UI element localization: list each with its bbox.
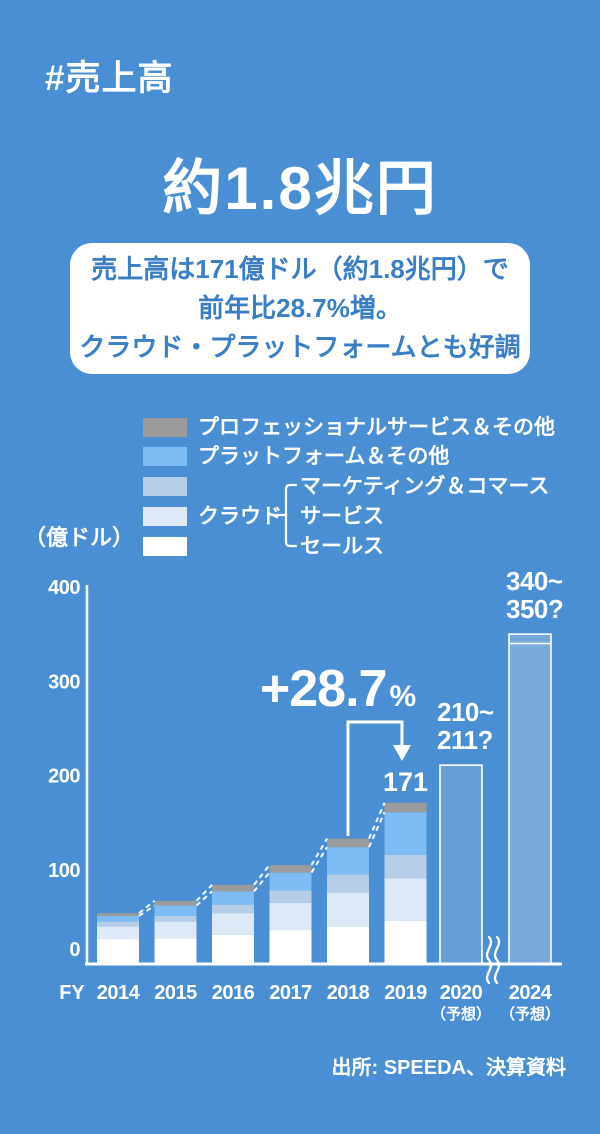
bar-segment-2017	[269, 890, 312, 903]
legend-label-service: サービス	[300, 505, 384, 528]
y-axis-unit-label: （億ドル）	[24, 525, 135, 550]
bar-segment-2014	[97, 915, 139, 922]
bar-segment-2018	[327, 847, 369, 875]
connector-gray-bottom	[368, 811, 386, 848]
forecast-label: 210~	[437, 697, 494, 727]
bar-segment-2014	[97, 913, 139, 916]
growth-arrow-line	[346, 720, 404, 836]
x-tick-label: 2017	[269, 982, 312, 1004]
summary-line-1: 売上高は171億ドル（約1.8兆円）で	[91, 254, 509, 284]
bar-segment-2015	[154, 900, 197, 906]
x-tick-note: （予想）	[500, 1005, 560, 1023]
x-tick-label: 2015	[154, 982, 197, 1004]
bar-segment-2017	[269, 865, 312, 873]
growth-arrow-head	[393, 745, 411, 761]
bar-value-label: 171	[383, 767, 428, 797]
headline-amount: 約1.8兆円	[162, 155, 438, 222]
y-tick-label: 100	[48, 860, 80, 882]
x-tick-note: （予想）	[431, 1005, 491, 1023]
bar-segment-2015	[154, 921, 197, 939]
y-tick-label: 200	[48, 766, 80, 788]
bar-segment-2016	[212, 884, 254, 892]
bar-segment-2018	[327, 838, 369, 848]
legend-swatch-professional	[143, 418, 187, 437]
revenue-chart: 171 210~211? 340~350? 400 300 200 100 0 FY 2014 20…	[48, 566, 564, 1023]
connector-gray-bottom	[253, 871, 271, 893]
bar-segment-2019	[384, 802, 427, 813]
legend-cloud-bracket	[269, 483, 298, 548]
summary-line-2: 前年比28.7%増。	[198, 293, 402, 323]
bar-segment-2018	[327, 874, 369, 893]
bar-segment-2017	[269, 902, 312, 931]
bar-segment-2019	[384, 854, 427, 879]
bar-segment-2017	[269, 930, 312, 964]
bar-segment-2019	[384, 920, 427, 964]
bar-segment-2016	[212, 934, 254, 964]
summary-line-3: クラウド・プラットフォームとも好調	[79, 332, 521, 362]
forecast-label: 340~	[506, 566, 563, 596]
bar-segment-2016	[212, 913, 254, 935]
bar-segment-2014	[97, 921, 139, 927]
y-tick-label: 300	[48, 671, 80, 693]
forecast-label: 211?	[437, 725, 493, 755]
legend-cloud-group-label: クラウド	[198, 505, 282, 528]
x-tick-label: 2024	[509, 982, 553, 1004]
connector-gray-bottom	[310, 846, 328, 874]
bar-segment-2016	[212, 904, 254, 914]
legend-label-marketing: マーケティング＆コマース	[300, 475, 550, 498]
x-tick-label: 2018	[327, 982, 370, 1004]
forecast-bar-2020	[439, 764, 483, 965]
connector-top	[138, 900, 156, 914]
bar-segment-2014	[97, 939, 139, 964]
connector-gray-bottom	[138, 904, 156, 917]
y-tick-label: 400	[48, 577, 80, 599]
legend-label-sales: セールス	[300, 535, 384, 558]
connector-top	[368, 802, 386, 840]
hashtag-title: #売上高	[45, 59, 174, 98]
legend-label-professional: プロフェッショナルサービス＆その他	[198, 416, 555, 439]
legend-label-platform: プラットフォーム＆その他	[198, 445, 450, 468]
bar-segment-2015	[154, 905, 197, 916]
x-axis-prefix: FY	[59, 982, 85, 1004]
bar-segment-2019	[384, 812, 427, 855]
connector-top	[253, 864, 271, 886]
axis-break-squiggle	[485, 935, 493, 985]
connector-gray-bottom	[195, 890, 213, 907]
bar-segment-2015	[154, 915, 197, 922]
bar-segment-2014	[97, 926, 139, 940]
legend-swatch-service	[143, 507, 187, 526]
summary-box: 売上高は171億ドル（約1.8兆円）で 前年比28.7%増。 クラウド・プラット…	[70, 243, 530, 374]
forecast-bar-2024	[508, 633, 552, 965]
connector-top	[195, 884, 213, 902]
x-tick-label: 2020	[440, 982, 483, 1004]
x-tick-label: 2014	[97, 982, 141, 1004]
source-credit: 出所: SPEEDA、決算資料	[331, 1057, 566, 1079]
bar-segment-2018	[327, 892, 369, 927]
y-tick-label: 0	[69, 939, 80, 961]
x-tick-label: 2019	[384, 982, 427, 1004]
bar-segment-2019	[384, 878, 427, 921]
legend-swatch-platform	[143, 447, 187, 466]
growth-rate-label: +28.7%	[260, 660, 416, 718]
bar-segment-2017	[269, 872, 312, 891]
legend-swatch-marketing	[143, 477, 187, 496]
bar-segment-2015	[154, 938, 197, 964]
bar-segment-2016	[212, 891, 254, 905]
forecast-label: 350?	[506, 594, 563, 624]
axis-break-squiggle	[493, 935, 501, 985]
bar-segment-2018	[327, 926, 369, 964]
legend-swatch-sales	[143, 537, 187, 556]
x-tick-label: 2016	[212, 982, 255, 1004]
